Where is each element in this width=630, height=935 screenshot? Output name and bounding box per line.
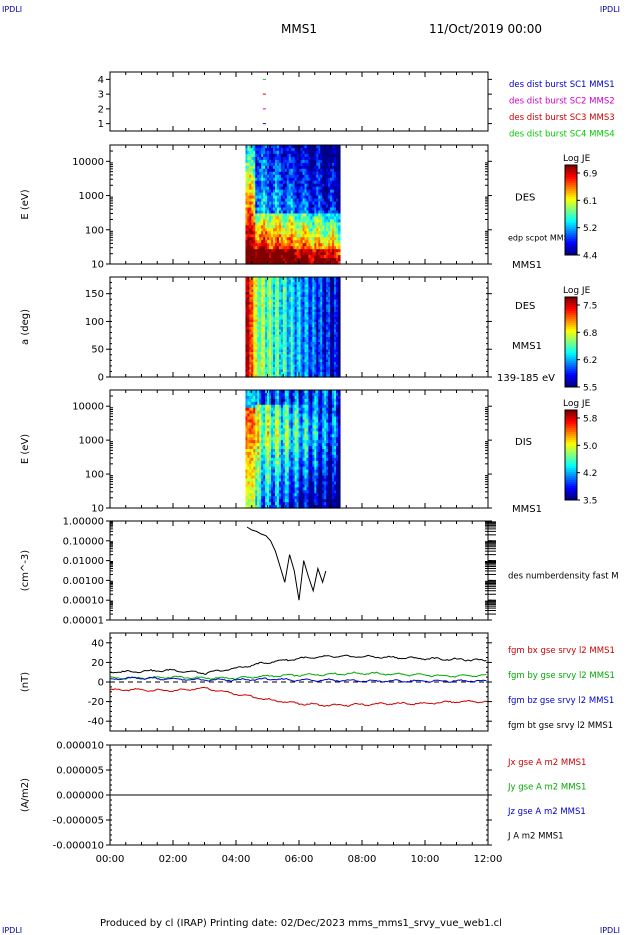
current-legend-entry: Jy gse A m2 MMS1 bbox=[507, 783, 586, 793]
des-energy-colorbar-tick-label: 6.9 bbox=[583, 170, 598, 180]
dis-energy-ylabel: E (eV) bbox=[20, 434, 31, 464]
dis-energy-y-tick-label: 100 bbox=[85, 470, 104, 481]
density-y-tick-label: 0.00100 bbox=[63, 576, 104, 587]
des-energy-y-tick-label: 10 bbox=[91, 260, 104, 271]
dis-energy-colorbar-tick-label: 3.5 bbox=[583, 497, 597, 507]
des-pitch-spectrogram bbox=[245, 277, 340, 378]
des-pitch-instrument-label: DES bbox=[515, 301, 535, 312]
current-legend-entry: J A m2 MMS1 bbox=[507, 832, 564, 842]
burst-y-tick-label: 2 bbox=[98, 104, 104, 115]
density-y-tick-label: 0.01000 bbox=[63, 556, 104, 567]
des-energy-scpot-label: edp scpot MMS1 bbox=[508, 234, 574, 243]
des-energy-y-tick-label: 1000 bbox=[79, 191, 104, 202]
time-tick-label: 12:00 bbox=[474, 854, 503, 865]
density-y-tick-label: 0.10000 bbox=[63, 536, 104, 547]
bfield-series-line bbox=[110, 672, 486, 679]
dis-energy-colorbar-tick-label: 4.2 bbox=[583, 469, 597, 479]
des-pitch-energy-label: 139-185 eV bbox=[497, 373, 555, 384]
dis-energy-spectrogram bbox=[245, 390, 340, 509]
burst-legend-entry: des dist burst SC2 MMS2 bbox=[509, 97, 615, 107]
des-energy-colorbar-tick-label: 6.1 bbox=[583, 197, 597, 207]
dis-energy-colorbar-title: Log JE bbox=[563, 399, 591, 409]
bfield-series-line bbox=[110, 655, 486, 674]
des-pitch-y-tick-label: 150 bbox=[85, 289, 104, 300]
bfield-ylabel: (nT) bbox=[20, 672, 31, 692]
des-energy-sat-label: MMS1 bbox=[512, 260, 542, 271]
density-ylabel: (cm^-3) bbox=[20, 550, 31, 591]
des-pitch-colorbar-tick-label: 6.2 bbox=[583, 356, 597, 366]
bfield-y-tick-label: -20 bbox=[88, 697, 104, 708]
bfield-series-line bbox=[110, 687, 486, 706]
bfield-y-tick-label: 40 bbox=[91, 638, 104, 649]
des-pitch-colorbar-tick-label: 7.5 bbox=[583, 302, 597, 312]
burst-legend-entry: des dist burst SC3 MMS3 bbox=[509, 113, 615, 123]
des-pitch-colorbar-title: Log JE bbox=[563, 286, 591, 296]
density-y-tick-label: 0.00010 bbox=[63, 596, 104, 607]
dis-energy-instrument-label: DIS bbox=[515, 437, 532, 448]
bfield-y-tick-label: 0 bbox=[98, 678, 104, 689]
des-pitch-sat-label: MMS1 bbox=[512, 341, 542, 352]
current-y-tick-label: 0.000005 bbox=[56, 766, 104, 777]
current-y-tick-label: 0.000010 bbox=[56, 741, 104, 752]
density-series-line bbox=[247, 527, 326, 600]
bfield-legend-entry: fgm bt gse srvy l2 MMS1 bbox=[508, 721, 613, 731]
des-energy-instrument-label: DES bbox=[515, 193, 535, 204]
dis-energy-sat-label: MMS1 bbox=[512, 504, 542, 515]
time-tick-label: 00:00 bbox=[96, 854, 125, 865]
current-y-tick-label: -0.000010 bbox=[53, 841, 104, 852]
dis-energy-colorbar-tick-label: 5.8 bbox=[583, 415, 598, 425]
time-tick-label: 04:00 bbox=[222, 854, 251, 865]
current-y-tick-label: 0.000000 bbox=[56, 791, 104, 802]
des-pitch-y-tick-label: 0 bbox=[98, 373, 104, 384]
dis-energy-y-tick-label: 10000 bbox=[72, 402, 104, 413]
des-pitch-y-tick-label: 50 bbox=[91, 345, 104, 356]
des-energy-y-tick-label: 10000 bbox=[72, 157, 104, 168]
dis-energy-colorbar-tick-label: 5.0 bbox=[583, 442, 598, 452]
time-tick-label: 06:00 bbox=[285, 854, 314, 865]
summary-plot: 1 2 3 4 des dist burst SC1 MMS1 des dist burs… bbox=[0, 0, 630, 900]
time-tick-label: 08:00 bbox=[348, 854, 377, 865]
bfield-legend-entry: fgm by gse srvy l2 MMS1 bbox=[508, 671, 615, 681]
density-y-tick-label: 0.00001 bbox=[63, 616, 104, 627]
des-energy-colorbar-tick-label: 4.4 bbox=[583, 252, 598, 262]
des-pitch-y-tick-label: 100 bbox=[85, 317, 104, 328]
burst-panel-frame bbox=[110, 72, 488, 131]
density-frame bbox=[110, 521, 488, 620]
bfield-y-tick-label: -40 bbox=[88, 717, 104, 728]
bfield-legend-entry: fgm bx gse srvy l2 MMS1 bbox=[508, 646, 615, 656]
des-energy-colorbar-title: Log JE bbox=[563, 154, 591, 164]
current-y-tick-label: -0.000005 bbox=[53, 816, 104, 827]
des-pitch-ylabel: a (deg) bbox=[20, 309, 31, 345]
des-energy-colorbar-tick-label: 5.2 bbox=[583, 224, 597, 234]
current-legend-entry: Jz gse A m2 MMS1 bbox=[507, 807, 586, 817]
footer-text: Produced by cl (IRAP) Printing date: 02/… bbox=[100, 918, 502, 929]
time-tick-label: 02:00 bbox=[159, 854, 188, 865]
time-tick-label: 10:00 bbox=[411, 854, 440, 865]
des-pitch-colorbar-tick-label: 5.5 bbox=[583, 384, 597, 394]
density-y-tick-label: 1.00000 bbox=[63, 517, 104, 528]
bfield-y-tick-label: 20 bbox=[91, 658, 104, 669]
density-legend-entry: des numberdensity fast M bbox=[508, 572, 619, 582]
des-energy-ylabel: E (eV) bbox=[20, 189, 31, 219]
des-pitch-colorbar-tick-label: 6.8 bbox=[583, 329, 598, 339]
burst-y-tick-label: 3 bbox=[98, 90, 104, 101]
dis-energy-y-tick-label: 1000 bbox=[79, 436, 104, 447]
dis-energy-y-tick-label: 10 bbox=[91, 504, 104, 515]
current-ylabel: (A/m2) bbox=[20, 778, 31, 812]
current-legend-entry: Jx gse A m2 MMS1 bbox=[507, 758, 586, 768]
burst-y-tick-label: 4 bbox=[98, 75, 104, 86]
burst-legend-entry: des dist burst SC4 MMS4 bbox=[509, 130, 615, 140]
bfield-legend-entry: fgm bz gse srvy l2 MMS1 bbox=[508, 696, 614, 706]
des-energy-spectrogram bbox=[245, 145, 340, 265]
burst-legend-entry: des dist burst SC1 MMS1 bbox=[509, 80, 615, 90]
burst-y-tick-label: 1 bbox=[98, 119, 104, 130]
des-energy-y-tick-label: 100 bbox=[85, 225, 104, 236]
